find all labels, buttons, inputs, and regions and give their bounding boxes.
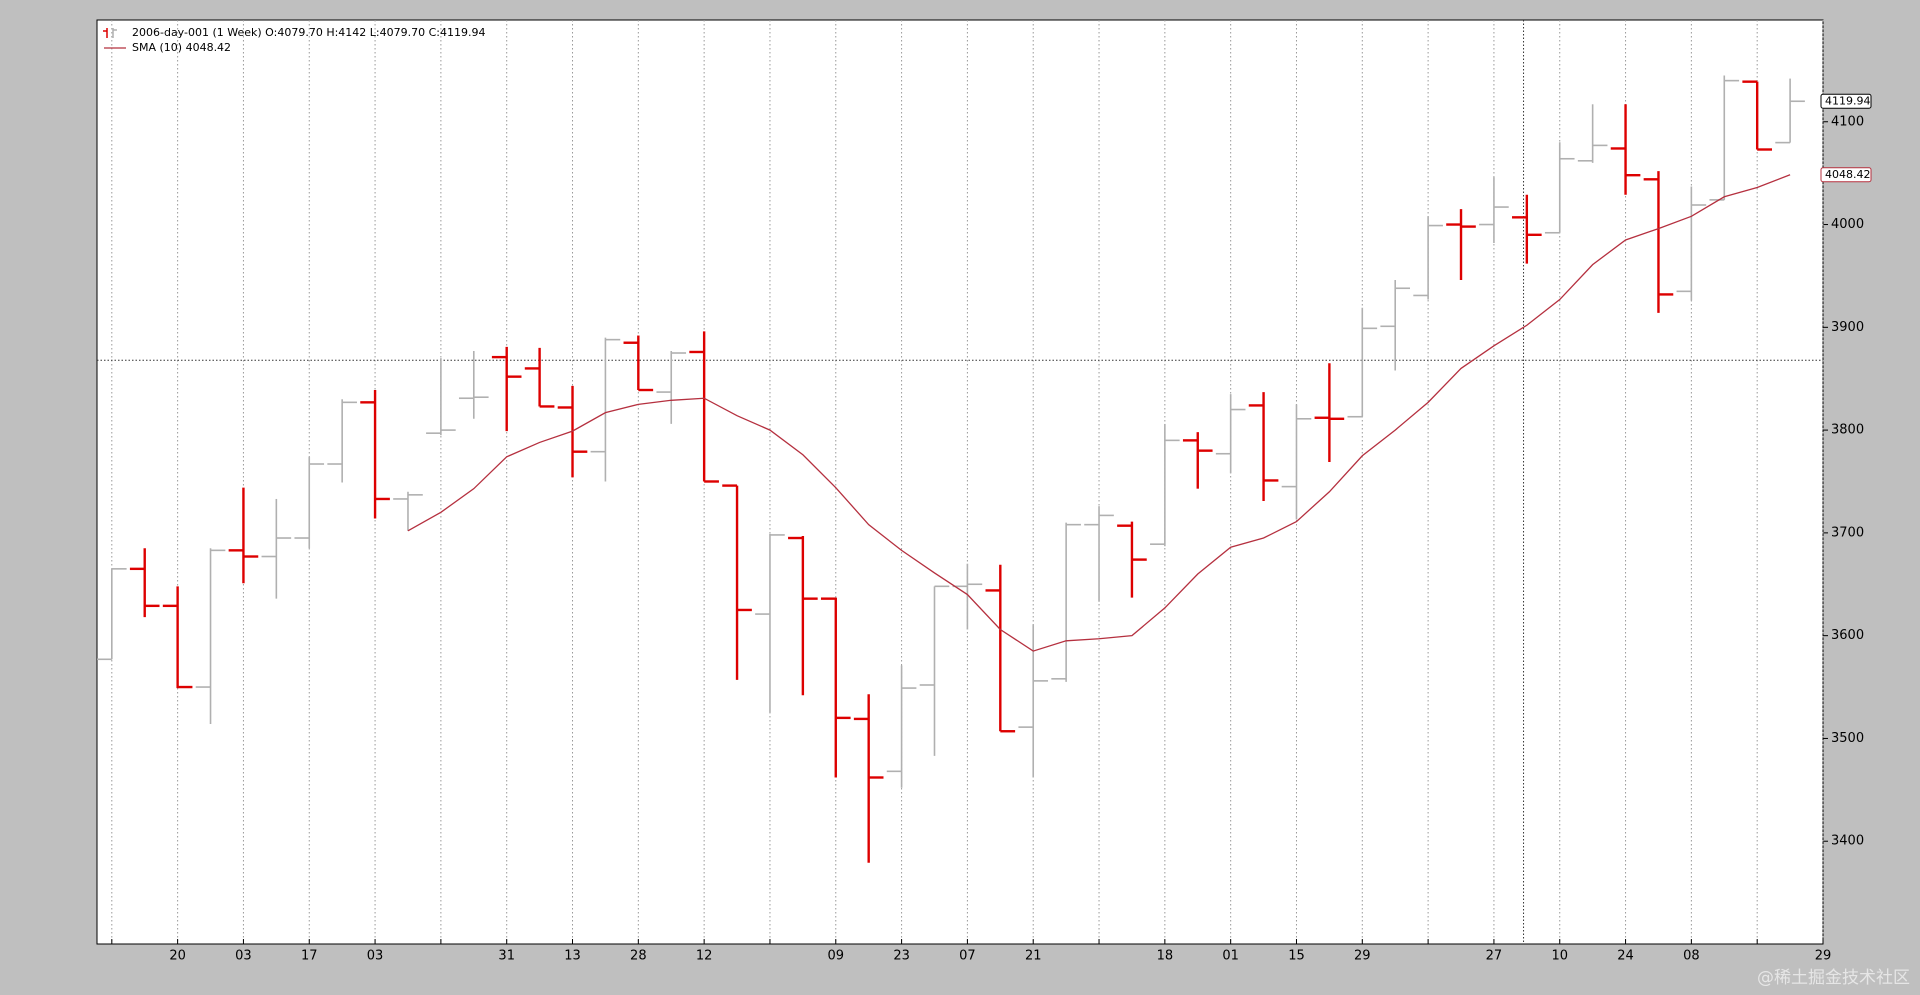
ohlc-bar [195,548,226,725]
x-tick-label: 10 [1551,949,1568,964]
x-tick-label: 07 [959,949,976,964]
ohlc-bar [458,350,489,419]
price-tag: 4119.94 [1825,94,1871,107]
x-tick-label: 27 [1486,949,1503,964]
ohlc-bar [1150,423,1180,547]
ohlc-bar [1314,363,1345,462]
ohlc-bar [129,548,160,618]
x-tick-label: 21 [1025,949,1042,964]
ohlc-bar [1347,307,1378,418]
y-tick-label: 3600 [1831,628,1864,643]
ohlc-bar [393,491,423,531]
ohlc-bar [1215,394,1246,474]
x-tick-label: 09 [828,949,845,964]
ohlc-bar [97,568,127,661]
x-tick-label: 29 [1354,949,1371,964]
x-tick-label: 28 [630,949,647,964]
y-tick-label: 3500 [1831,731,1864,746]
ohlc-bar [656,350,687,424]
x-tick-label: 01 [1222,949,1239,964]
x-tick-label: 24 [1617,949,1634,964]
ohlc-bar [491,346,522,432]
ohlc-bar [261,498,292,599]
x-tick-label: 23 [893,949,910,964]
ohlc-bar [919,585,950,756]
ohlc-bar [1577,104,1608,163]
ohlc-bar [294,456,325,549]
legend-label: SMA (10) 4048.42 [132,41,231,54]
ohlc-bar [1742,80,1772,151]
x-tick-label: 13 [564,949,581,964]
ohlc-bar [722,484,752,680]
ohlc-bar [1544,142,1575,234]
ohlc-bar [162,586,193,689]
y-tick-label: 3800 [1831,423,1864,438]
ohlc-bar [886,665,917,788]
ohlc-bar [426,358,456,436]
x-tick-label: 12 [696,949,713,964]
x-tick-label: 15 [1288,949,1305,964]
ohlc-bar [1775,78,1805,144]
ohlc-bar [623,335,654,392]
ohlc-bar [1117,521,1147,598]
x-tick-label: 03 [235,949,252,964]
ohlc-bar [1446,209,1476,281]
x-tick-label: 17 [301,949,318,964]
watermark: @稀土掘金技术社区 [1757,968,1910,988]
ohlc-bar [1643,171,1674,313]
ohlc-bar [1380,280,1411,371]
x-tick-label: 31 [498,949,515,964]
ohlc-bar [1479,177,1509,244]
ohlc-bar [1248,392,1279,502]
ohlc-bar [853,694,884,863]
legend-label: 2006-day-001 (1 Week) O:4079.70 H:4142 L… [132,26,486,39]
ohlc-bar [1018,624,1049,778]
ohlc-bar [985,564,1016,733]
x-tick-label: 03 [367,949,384,964]
price-tag-box [1820,93,1872,109]
x-tick-label: 20 [169,949,186,964]
ohlc-bar [1512,194,1542,264]
ohlc-bar [1281,404,1312,520]
ohlc-bar [689,331,719,483]
price-tag: 4048.42 [1825,168,1871,181]
ohlc-bar [820,597,851,778]
y-tick-label: 3400 [1831,834,1864,849]
y-tick-label: 4100 [1831,114,1864,129]
ohlc-bar [1051,522,1081,682]
y-tick-label: 3900 [1831,320,1864,335]
ohlc-bar [360,390,390,519]
price-tag-box [1820,167,1872,183]
ohlc-bar [1676,186,1707,301]
ohlc-bar [1182,432,1213,489]
y-tick-label: 3700 [1831,525,1864,540]
ohlc-bar [1084,506,1114,602]
ohlc-bar [755,533,785,713]
x-tick-label: 18 [1157,949,1174,964]
x-tick-label: 29 [1815,949,1832,964]
sma-line [407,174,1791,652]
ohlc-bar [1709,75,1740,201]
ohlc-bar [524,347,555,408]
ohlc-bar [1413,216,1443,300]
plot-area [96,19,1824,945]
ohlc-bar [228,487,259,584]
y-tick-label: 4000 [1831,217,1864,232]
ohlc-bar [590,337,621,482]
ohlc-bar [327,399,357,483]
ohlc-bar [1610,104,1641,195]
ohlc-bar [788,535,818,696]
x-tick-label: 08 [1683,949,1700,964]
